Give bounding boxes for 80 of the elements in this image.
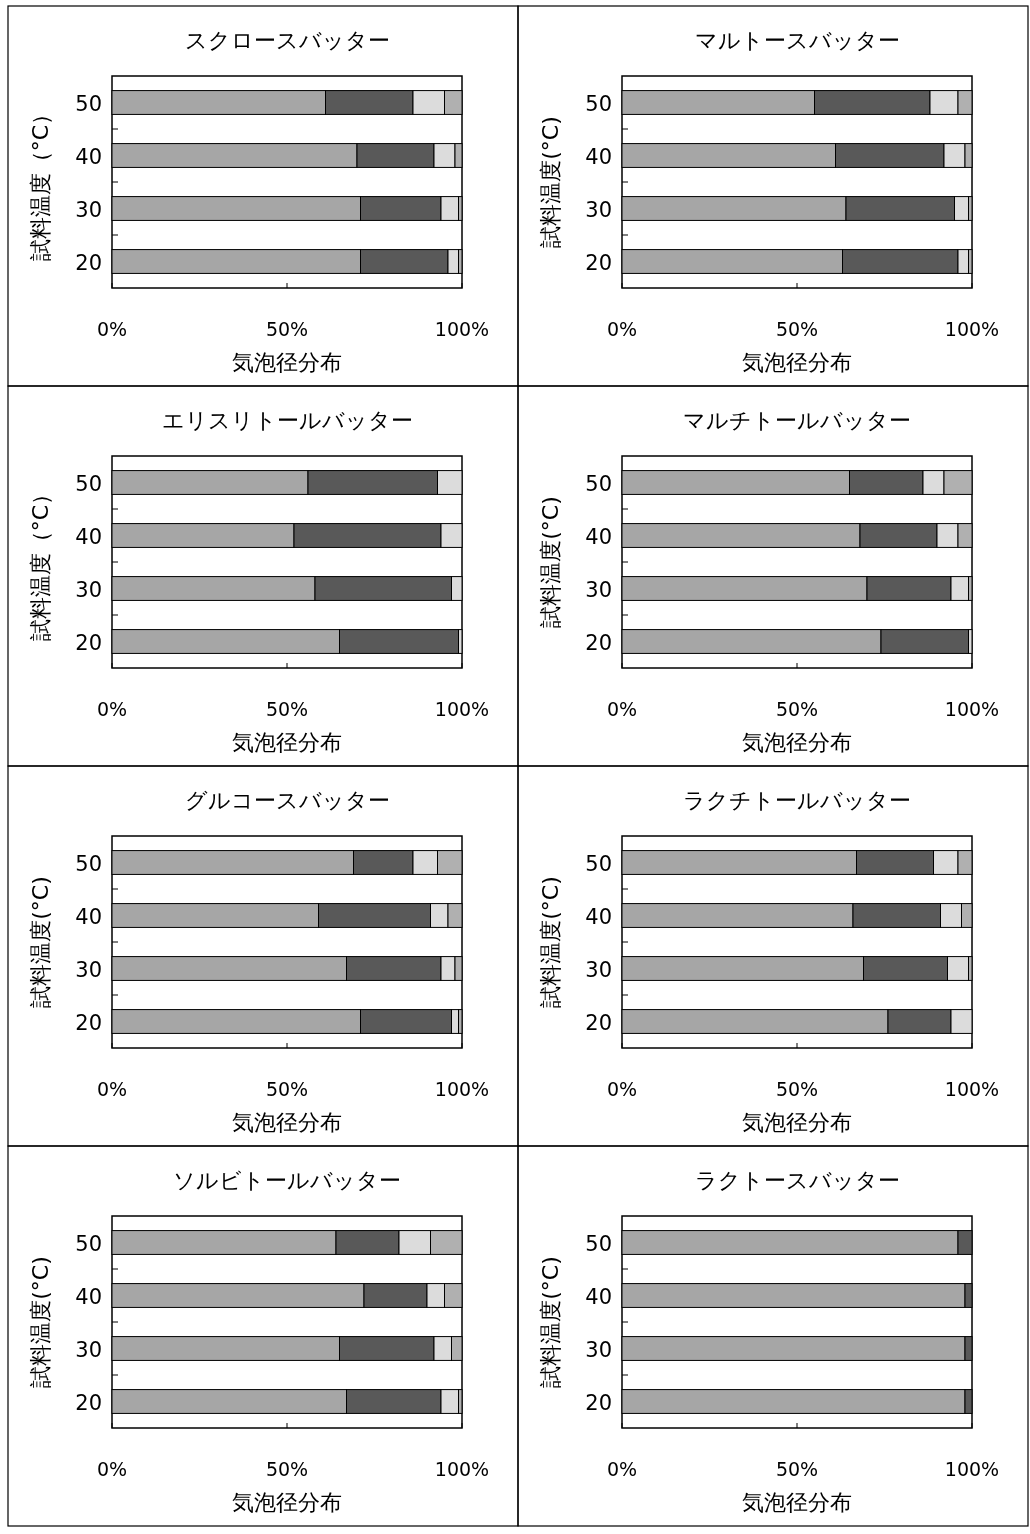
y-tick-label: 50: [585, 471, 612, 496]
y-tick-label: 20: [585, 630, 612, 655]
chart-title: グルコースバッター: [184, 788, 390, 813]
x-axis-title: 気泡径分布: [742, 1110, 852, 1135]
x-tick-label: 50%: [265, 1458, 309, 1480]
y-axis-title: 試料温度（°C）: [28, 102, 53, 262]
x-tick-label: 0%: [96, 698, 128, 720]
y-tick-label: 40: [75, 144, 102, 169]
y-tick-label: 50: [585, 851, 612, 876]
x-tick-label: 50%: [775, 1078, 819, 1100]
y-tick-label: 40: [75, 1284, 102, 1309]
x-tick-label: 100%: [434, 1458, 490, 1480]
x-tick-label: 100%: [434, 698, 490, 720]
y-tick-label: 40: [75, 524, 102, 549]
x-tick-label: 100%: [434, 1078, 490, 1100]
x-tick-label: 50%: [775, 1458, 819, 1480]
y-tick-label: 30: [75, 197, 102, 222]
y-tick-label: 20: [75, 630, 102, 655]
y-axis-title: 試料温度(°C): [538, 876, 563, 1008]
x-tick-label: 0%: [606, 318, 638, 340]
y-tick-label: 50: [585, 91, 612, 116]
y-tick-label: 50: [75, 851, 102, 876]
chart-title: スクロースバッター: [184, 28, 390, 53]
y-axis-title: 試料温度(°C): [28, 876, 53, 1008]
x-tick-label: 100%: [434, 318, 490, 340]
x-tick-label: 50%: [775, 318, 819, 340]
y-tick-label: 30: [585, 957, 612, 982]
y-axis-title: 試料温度(°C): [538, 116, 563, 248]
y-tick-label: 30: [75, 577, 102, 602]
chart-title: ラクトースバッター: [694, 1168, 900, 1193]
x-tick-label: 50%: [265, 318, 309, 340]
y-axis-title: 試料温度(°C): [538, 1256, 563, 1388]
x-axis-title: 気泡径分布: [232, 350, 342, 375]
chart-title: ソルビトールバッター: [173, 1168, 401, 1193]
y-tick-label: 50: [75, 1231, 102, 1256]
x-tick-label: 50%: [265, 1078, 309, 1100]
x-tick-label: 50%: [265, 698, 309, 720]
x-axis-title: 気泡径分布: [742, 730, 852, 755]
chart-title: マルトースバッター: [694, 28, 900, 53]
x-tick-label: 0%: [606, 1458, 638, 1480]
x-tick-label: 0%: [606, 698, 638, 720]
y-tick-label: 20: [75, 250, 102, 275]
y-tick-label: 40: [585, 904, 612, 929]
x-tick-label: 0%: [96, 318, 128, 340]
x-axis-title: 気泡径分布: [232, 1490, 342, 1515]
x-axis-title: 気泡径分布: [742, 1490, 852, 1515]
x-tick-label: 100%: [944, 1078, 1000, 1100]
y-tick-label: 40: [585, 144, 612, 169]
y-tick-label: 30: [75, 957, 102, 982]
x-axis-title: 気泡径分布: [742, 350, 852, 375]
x-tick-label: 100%: [944, 1458, 1000, 1480]
y-tick-label: 30: [585, 577, 612, 602]
y-tick-label: 30: [75, 1337, 102, 1362]
y-tick-label: 20: [75, 1010, 102, 1035]
chart-title: ラクチトールバッター: [683, 788, 911, 813]
y-tick-label: 40: [585, 1284, 612, 1309]
x-tick-label: 100%: [944, 698, 1000, 720]
y-tick-label: 40: [75, 904, 102, 929]
y-tick-label: 20: [585, 250, 612, 275]
x-tick-label: 50%: [775, 698, 819, 720]
x-tick-label: 0%: [96, 1078, 128, 1100]
y-tick-label: 50: [75, 471, 102, 496]
x-tick-label: 100%: [944, 318, 1000, 340]
chart-title: マルチトールバッター: [683, 408, 911, 433]
x-tick-label: 0%: [96, 1458, 128, 1480]
y-tick-label: 50: [585, 1231, 612, 1256]
y-tick-label: 30: [585, 1337, 612, 1362]
y-axis-title: 試料温度(°C): [538, 496, 563, 628]
y-axis-title: 試料温度（°C）: [28, 482, 53, 642]
x-axis-title: 気泡径分布: [232, 1110, 342, 1135]
y-tick-label: 40: [585, 524, 612, 549]
chart-title: エリスリトールバッター: [161, 408, 413, 433]
y-tick-label: 50: [75, 91, 102, 116]
x-axis-title: 気泡径分布: [232, 730, 342, 755]
y-tick-label: 30: [585, 197, 612, 222]
x-tick-label: 0%: [606, 1078, 638, 1100]
y-tick-label: 20: [585, 1390, 612, 1415]
y-tick-label: 20: [585, 1010, 612, 1035]
y-axis-title: 試料温度(°C): [28, 1256, 53, 1388]
y-tick-label: 20: [75, 1390, 102, 1415]
